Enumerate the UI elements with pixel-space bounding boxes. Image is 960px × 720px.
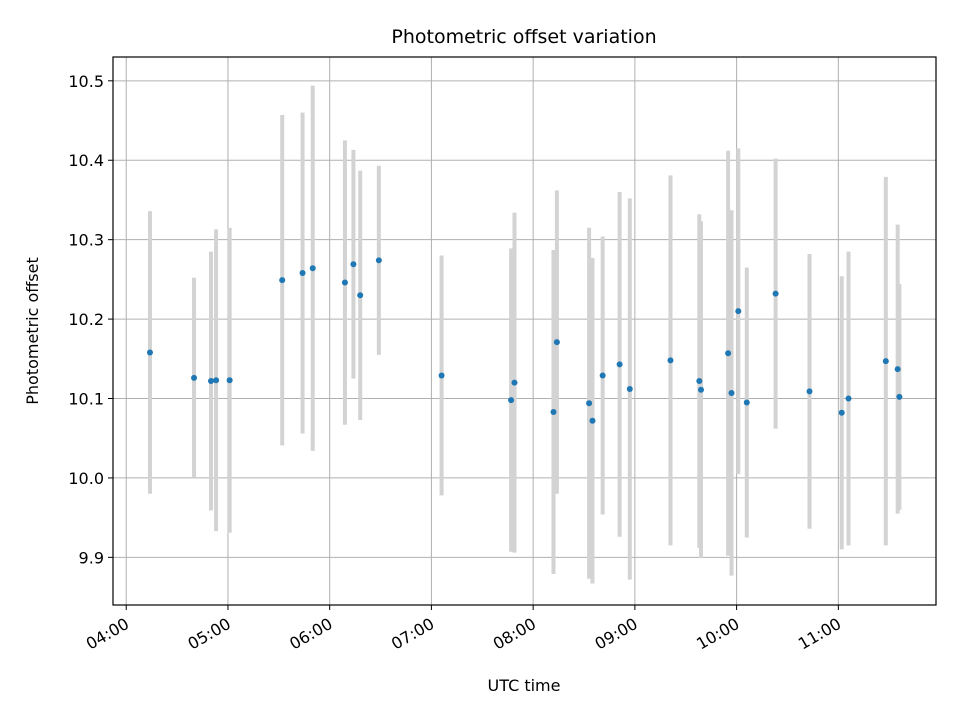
- data-point: [616, 361, 623, 368]
- data-point: [696, 378, 703, 385]
- data-point: [894, 366, 901, 373]
- plot-frame: [112, 56, 937, 606]
- x-tick-label: 04:00: [83, 614, 132, 654]
- data-point: [350, 261, 357, 268]
- data-point: [375, 257, 382, 264]
- data-point: [599, 372, 606, 379]
- chart-title: Photometric offset variation: [391, 26, 656, 48]
- data-point: [309, 265, 316, 272]
- x-tick-label: 05:00: [185, 614, 234, 654]
- data-points: [146, 257, 903, 424]
- data-point: [586, 400, 593, 407]
- data-point: [553, 339, 560, 346]
- data-point: [626, 385, 633, 392]
- data-point: [589, 417, 596, 424]
- y-tick-label: 10.5: [68, 72, 104, 91]
- data-point: [191, 374, 198, 381]
- data-point: [357, 292, 364, 299]
- data-point: [735, 308, 742, 315]
- data-point: [667, 357, 674, 364]
- data-point: [838, 409, 845, 416]
- y-tick-label: 9.9: [79, 548, 104, 567]
- data-point: [341, 279, 348, 286]
- data-point: [550, 409, 557, 416]
- y-tick-label: 10.1: [68, 390, 104, 409]
- y-tick-label: 10.0: [68, 469, 104, 488]
- y-tick-label: 10.4: [68, 151, 104, 170]
- grid: [113, 57, 936, 605]
- data-point: [845, 395, 852, 402]
- data-point: [728, 389, 735, 396]
- x-axis-label: UTC time: [488, 676, 561, 695]
- y-tick-label: 10.2: [68, 310, 104, 329]
- data-point: [725, 350, 732, 357]
- data-point: [511, 379, 518, 386]
- y-tick-label: 10.3: [68, 231, 104, 250]
- x-tick-label: 07:00: [388, 614, 437, 654]
- data-point: [146, 349, 153, 356]
- data-point: [279, 277, 286, 284]
- x-tick-label: 11:00: [795, 614, 844, 654]
- data-point: [772, 290, 779, 297]
- data-point: [208, 378, 215, 385]
- y-axis-label: Photometric offset: [23, 257, 42, 405]
- x-tick-label: 10:00: [693, 614, 742, 654]
- x-tick-label: 08:00: [490, 614, 539, 654]
- data-point: [882, 358, 889, 365]
- data-point: [299, 270, 306, 277]
- data-point: [698, 386, 705, 393]
- data-point: [226, 377, 233, 384]
- data-point: [743, 399, 750, 406]
- data-point: [508, 397, 515, 404]
- x-tick-label: 06:00: [286, 614, 335, 654]
- data-point: [806, 388, 813, 395]
- data-point: [213, 377, 220, 384]
- data-point: [438, 372, 445, 379]
- x-tick-label: 09:00: [591, 614, 640, 654]
- data-point: [896, 393, 903, 400]
